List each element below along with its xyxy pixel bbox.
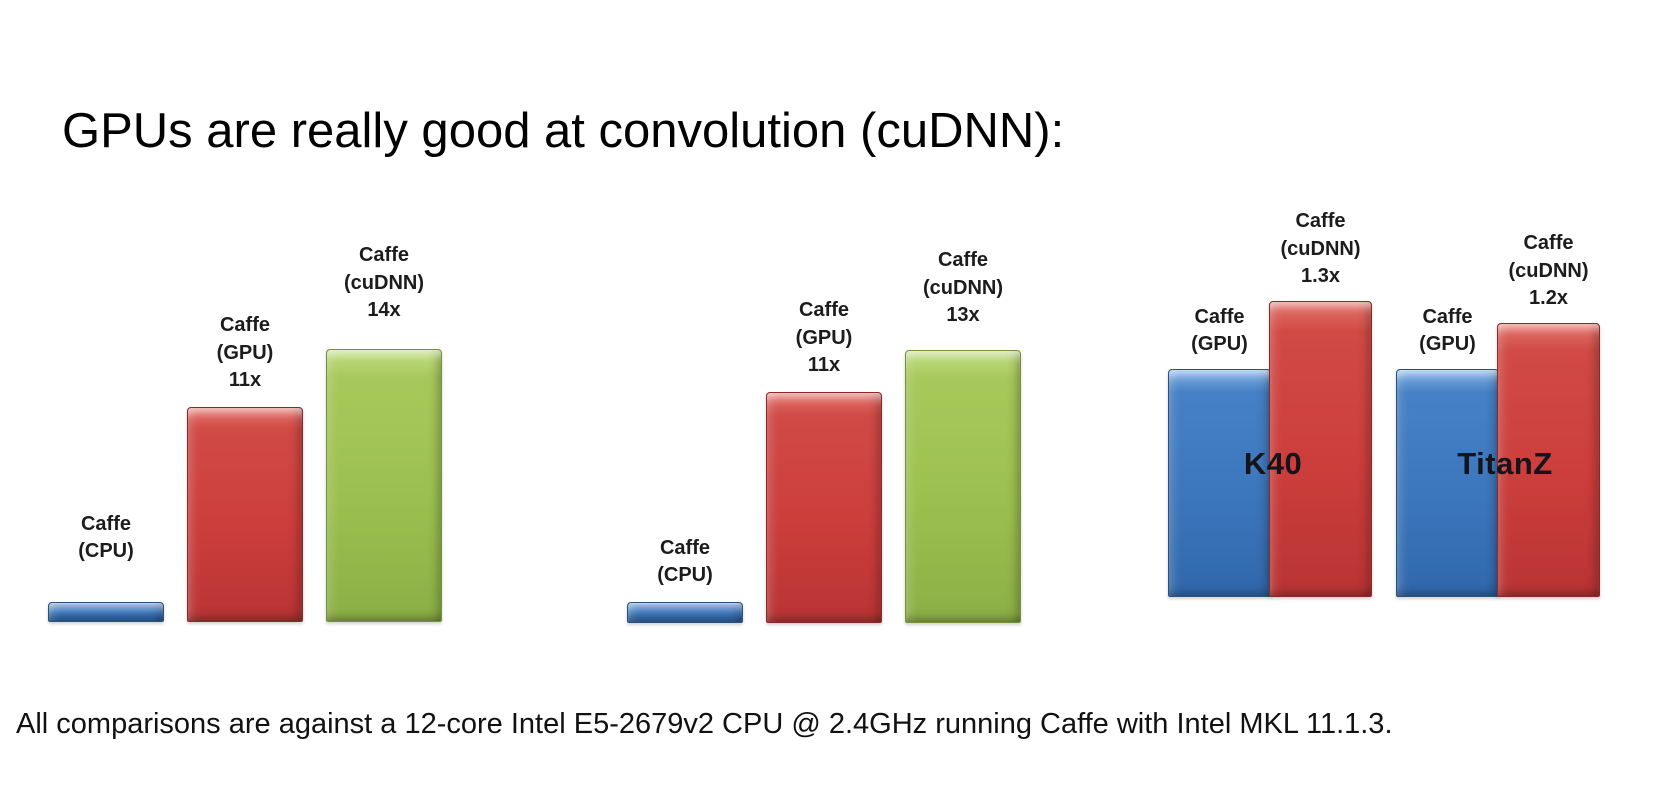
bar-column-k40-gpu: Caffe (GPU) [1168, 304, 1271, 597]
bar-column-gpu: Caffe (GPU) 11x [766, 297, 882, 623]
group-label-k40: K40 [1243, 446, 1303, 481]
bar-label-cpu: Caffe (CPU) [657, 535, 713, 590]
bar-titanz-cudnn [1497, 323, 1600, 597]
bar-label-line: Caffe [659, 536, 710, 559]
bar-label-line: Caffe [798, 299, 849, 322]
bar-label-line: 11x [228, 369, 262, 392]
bar-label-line: Caffe [219, 314, 270, 337]
bar-label-line: 11x [807, 354, 841, 377]
bar-label-line: (GPU) [216, 341, 274, 364]
bar-label-line: (GPU) [1419, 333, 1476, 356]
bar-label-gpu: Caffe (GPU) 11x [796, 297, 853, 380]
bar-label-line: Caffe [358, 244, 409, 267]
bar-label-line: (cuDNN) [1280, 237, 1361, 260]
bar-gpu [187, 407, 303, 622]
bar-label-line: Caffe [80, 512, 131, 535]
bar-cpu [48, 602, 164, 622]
bar-label-line: (cuDNN) [344, 271, 424, 294]
bar-chart-k40-titanz: Caffe (GPU) Caffe (cuDNN) 1.3x Caffe (GPU) Caff… [1168, 208, 1600, 597]
bar-label-line: (cuDNN) [923, 276, 1003, 299]
bar-column-cpu: Caffe (CPU) [627, 535, 743, 623]
bar-cudnn [905, 350, 1021, 623]
bar-label-line: (GPU) [1191, 333, 1248, 356]
bar-chart-cpu-gpu-cudnn-1: Caffe (CPU) Caffe (GPU) 11x Caffe (cuDNN) 14x [48, 242, 442, 622]
footnote: All comparisons are against a 12-core In… [16, 708, 1393, 740]
bar-k40-cudnn [1269, 301, 1372, 597]
bar-label-line: (CPU) [78, 540, 134, 563]
bar-label-cudnn: Caffe (cuDNN) 14x [344, 242, 424, 325]
bar-column-cudnn: Caffe (cuDNN) 13x [905, 247, 1021, 623]
bar-label-line: Caffe [1194, 305, 1245, 328]
group-label-titanz: TitanZ [1457, 446, 1553, 481]
bar-label-line: 1.3x [1301, 265, 1340, 288]
bar-label-line: Caffe [1295, 210, 1346, 233]
bar-label-line: (CPU) [657, 564, 713, 587]
bar-label-line: Caffe [937, 249, 988, 272]
bar-label-titanz-gpu: Caffe (GPU) [1419, 304, 1476, 359]
bar-gpu [766, 392, 882, 623]
bar-label-line: 14x [367, 299, 401, 322]
bar-column-titanz-gpu: Caffe (GPU) [1396, 304, 1499, 597]
bar-column-k40-cudnn: Caffe (cuDNN) 1.3x [1269, 208, 1372, 597]
bar-column-cpu: Caffe (CPU) [48, 511, 164, 622]
bar-cpu [627, 602, 743, 623]
bar-chart-cpu-gpu-cudnn-2: Caffe (CPU) Caffe (GPU) 11x Caffe (cuDNN) 13x [627, 247, 1021, 623]
bar-column-gpu: Caffe (GPU) 11x [187, 312, 303, 622]
bar-label-line: (GPU) [795, 326, 853, 349]
bar-label-k40-gpu: Caffe (GPU) [1191, 304, 1248, 359]
bar-k40-gpu [1168, 369, 1271, 597]
bar-label-line: Caffe [1523, 232, 1574, 255]
bar-label-line: Caffe [1422, 305, 1473, 328]
slide-title: GPUs are really good at convolution (cuD… [62, 104, 1065, 158]
bar-label-titanz-cudnn: Caffe (cuDNN) 1.2x [1509, 230, 1589, 313]
bar-label-cudnn: Caffe (cuDNN) 13x [923, 247, 1003, 330]
bar-label-line: 13x [946, 304, 980, 327]
bar-label-line: 1.2x [1529, 287, 1568, 310]
bar-column-cudnn: Caffe (cuDNN) 14x [326, 242, 442, 622]
bar-label-gpu: Caffe (GPU) 11x [217, 312, 274, 395]
bar-label-line: (cuDNN) [1508, 259, 1589, 282]
bar-label-k40-cudnn: Caffe (cuDNN) 1.3x [1281, 208, 1361, 291]
bar-column-titanz-cudnn: Caffe (cuDNN) 1.2x [1497, 230, 1600, 597]
bar-cudnn [326, 349, 442, 622]
bar-label-cpu: Caffe (CPU) [78, 511, 134, 566]
bar-titanz-gpu [1396, 369, 1499, 597]
